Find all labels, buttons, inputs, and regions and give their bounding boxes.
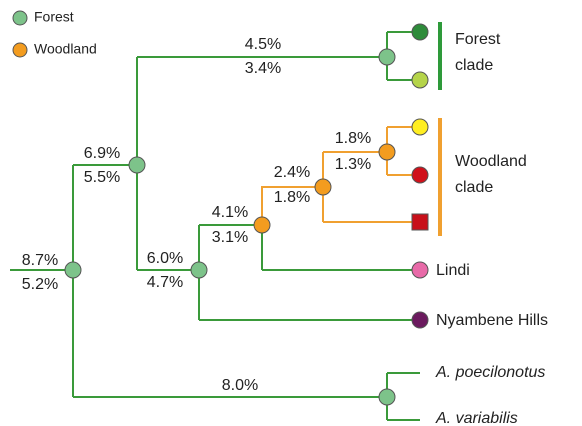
leaf xyxy=(411,23,429,41)
leaf xyxy=(411,311,429,329)
legend-label: Forest xyxy=(34,9,74,25)
leaves xyxy=(411,23,429,329)
leaf xyxy=(411,213,429,231)
leaf-label: Nyambene Hills xyxy=(436,312,548,329)
leaf xyxy=(411,118,429,136)
branch-label: 2.4% xyxy=(274,164,310,181)
leaf xyxy=(411,261,429,279)
node xyxy=(378,388,396,406)
branch xyxy=(10,31,420,421)
node xyxy=(378,48,396,66)
branch-label: 1.8% xyxy=(335,130,371,147)
node xyxy=(128,156,146,174)
clade-label: Forest xyxy=(455,31,501,48)
leaf-label: A. variabilis xyxy=(435,410,518,426)
branch-label: 1.8% xyxy=(274,189,310,206)
branch-label: 6.9% xyxy=(84,145,120,162)
branch-label: 4.7% xyxy=(147,274,183,291)
node xyxy=(314,178,332,196)
branch-label: 4.5% xyxy=(245,36,281,53)
node xyxy=(253,216,271,234)
clade-label: Woodland xyxy=(455,153,527,170)
branch-label: 3.1% xyxy=(212,229,248,246)
branch-label: 3.4% xyxy=(245,60,281,77)
clade-label: clade xyxy=(455,57,493,74)
leaf-label: Lindi xyxy=(436,262,470,279)
leaf xyxy=(411,71,429,89)
node xyxy=(64,261,82,279)
nodes xyxy=(64,48,396,406)
branch-label: 5.2% xyxy=(22,276,58,293)
branch-label: 8.7% xyxy=(22,252,58,269)
branch-label: 4.1% xyxy=(212,204,248,221)
leaf-label: A. poecilonotus xyxy=(435,364,545,381)
leaf xyxy=(411,166,429,184)
node xyxy=(190,261,208,279)
branch-label: 5.5% xyxy=(84,169,120,186)
node xyxy=(378,143,396,161)
legend-swatch xyxy=(12,10,28,26)
legend-swatch xyxy=(12,42,28,58)
branch-label: 8.0% xyxy=(222,377,258,394)
branch-label: 6.0% xyxy=(147,250,183,267)
clade-label: clade xyxy=(455,179,493,196)
branch-label: 1.3% xyxy=(335,156,371,173)
legend-label: Woodland xyxy=(34,41,97,57)
